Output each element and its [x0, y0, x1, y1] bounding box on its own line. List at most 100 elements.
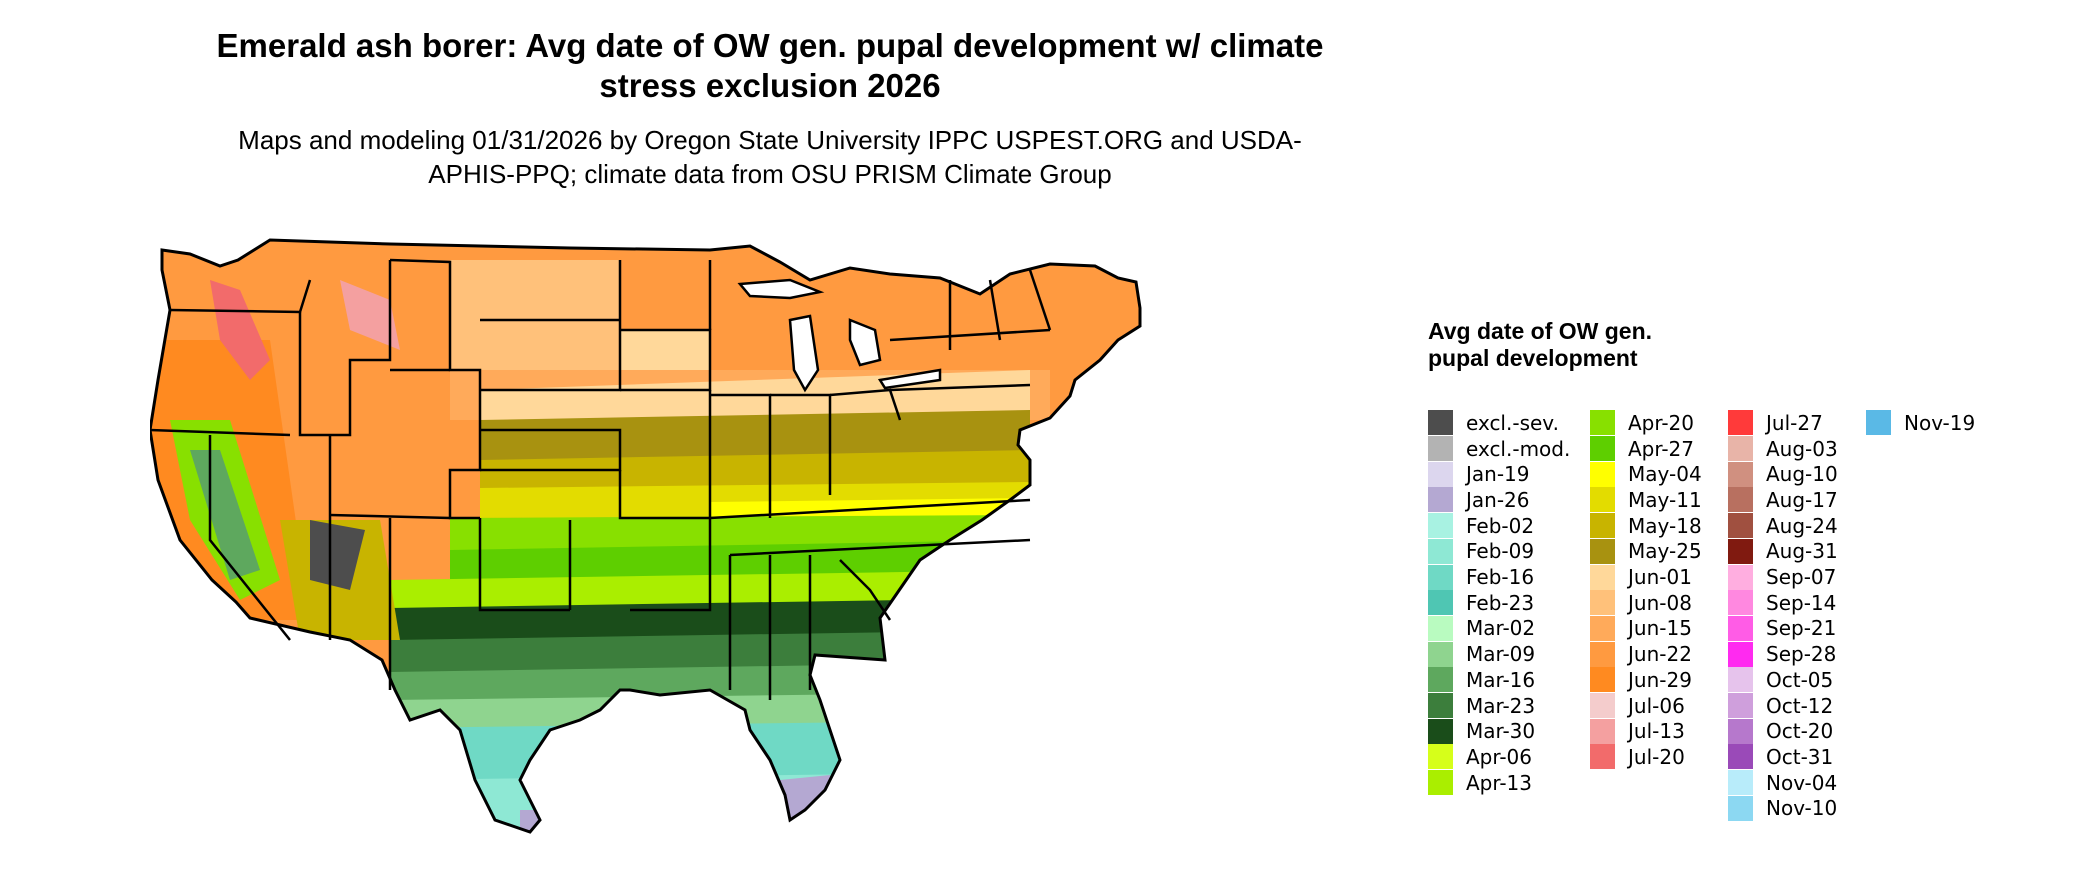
- legend-label: Oct-20: [1766, 719, 1834, 744]
- legend-item: Jun-22: [1590, 641, 1692, 667]
- legend-swatch: [1428, 564, 1453, 590]
- legend-swatch: [1728, 538, 1753, 564]
- legend-item: Mar-02: [1428, 615, 1535, 642]
- legend-item: Jan-19: [1428, 461, 1530, 487]
- legend-label: May-11: [1628, 487, 1702, 512]
- legend-swatch: [1590, 693, 1615, 719]
- legend-swatch: [1590, 410, 1615, 436]
- legend-label: Apr-20: [1628, 410, 1694, 435]
- band-plains-jun08: [450, 260, 620, 370]
- legend-label: Feb-23: [1466, 590, 1535, 615]
- legend-item: Apr-13: [1428, 770, 1532, 796]
- legend-label: Nov-19: [1904, 410, 1976, 435]
- legend-label: Jul-27: [1766, 410, 1823, 435]
- legend-swatch: [1728, 487, 1753, 513]
- legend-item: Mar-30: [1428, 718, 1535, 744]
- legend: excl.-sev. excl.-mod. Jan-19 Jan-26 Feb-02 Fe…: [1428, 410, 2088, 821]
- legend-swatch: [1428, 436, 1453, 462]
- legend-label: Jun-22: [1628, 642, 1692, 667]
- map-title: Emerald ash borer: Avg date of OW gen. p…: [216, 27, 1324, 104]
- legend-swatch: [1728, 795, 1753, 821]
- band-feb09: [390, 772, 1030, 832]
- legend-item: May-04: [1590, 461, 1702, 487]
- legend-item: Feb-23: [1428, 590, 1534, 616]
- band-central-valley: [190, 450, 260, 580]
- legend-item: Oct-12: [1728, 693, 1833, 719]
- state-borders: [150, 258, 1052, 700]
- legend-label: Jul-20: [1628, 744, 1685, 769]
- legend-item: Sep-21: [1728, 615, 1837, 642]
- band-mountains-jul20: [210, 280, 270, 380]
- legend-swatch: [1590, 615, 1615, 641]
- legend-label: Mar-09: [1466, 642, 1536, 667]
- legend-label: Apr-06: [1466, 744, 1532, 769]
- legend-item: Oct-31: [1728, 744, 1833, 770]
- legend-swatch: [1428, 641, 1453, 667]
- legend-item: Feb-16: [1428, 564, 1534, 590]
- date-bands: [150, 240, 1140, 832]
- legend-label: Jul-06: [1628, 693, 1685, 718]
- legend-label: May-18: [1628, 513, 1702, 538]
- legend-item: Mar-23: [1428, 693, 1535, 719]
- legend-swatch: [1590, 718, 1615, 744]
- legend-item: Sep-14: [1728, 590, 1836, 616]
- legend-label: Apr-13: [1466, 770, 1532, 795]
- legend-label: Aug-17: [1766, 487, 1838, 512]
- great-lakes: [737, 278, 942, 393]
- band-texas-tip-jan26: [520, 810, 570, 832]
- legend-item: May-11: [1590, 487, 1702, 513]
- legend-swatch: [1728, 744, 1753, 770]
- legend-label: Sep-21: [1766, 616, 1837, 641]
- legend-swatch: [1428, 487, 1453, 513]
- legend-item: Feb-09: [1428, 538, 1535, 565]
- legend-swatch: [1728, 718, 1753, 744]
- legend-swatch: [1590, 487, 1615, 513]
- legend-item: Sep-28: [1728, 641, 1836, 667]
- legend-swatch: [1728, 564, 1753, 590]
- legend-swatch: [1590, 436, 1615, 462]
- legend-swatch: [1428, 538, 1453, 564]
- legend-swatch: [1728, 410, 1753, 436]
- legend-swatch: [1728, 615, 1753, 641]
- legend-swatch: [1428, 693, 1453, 719]
- legend-item: Jun-01: [1590, 564, 1692, 590]
- legend-label: Aug-03: [1766, 436, 1838, 461]
- legend-label: Feb-16: [1466, 565, 1535, 590]
- legend-swatch: [1728, 770, 1753, 796]
- legend-swatch: [1590, 667, 1615, 693]
- legend-item: Nov-04: [1728, 770, 1837, 796]
- legend-item: Jan-26: [1428, 487, 1530, 513]
- legend-item: Jun-08: [1590, 590, 1692, 616]
- legend-swatch: [1728, 461, 1753, 487]
- legend-swatch: [1590, 590, 1615, 616]
- legend-label: Oct-12: [1766, 693, 1834, 718]
- legend-label: Feb-09: [1466, 539, 1535, 564]
- legend-item: Jul-06: [1590, 693, 1685, 719]
- legend-label: Jun-15: [1628, 616, 1692, 641]
- legend-swatch: [1428, 461, 1453, 487]
- legend-item: Mar-16: [1428, 667, 1535, 693]
- legend-item: May-18: [1590, 513, 1702, 539]
- conus-map: [150, 238, 1142, 834]
- legend-item: Mar-09: [1428, 641, 1535, 667]
- legend-label: Aug-24: [1766, 513, 1838, 538]
- legend-title: Avg date of OW gen. pupal development: [1428, 318, 1653, 371]
- legend-item: Aug-10: [1728, 461, 1838, 487]
- legend-label: Jan-19: [1466, 462, 1530, 487]
- legend-label: Aug-10: [1766, 462, 1838, 487]
- legend-label: Oct-31: [1766, 744, 1834, 769]
- legend-item: Feb-02: [1428, 513, 1534, 539]
- legend-swatch: [1590, 641, 1615, 667]
- legend-swatch: [1590, 564, 1615, 590]
- legend-item: Oct-05: [1728, 667, 1833, 693]
- legend-item: excl.-mod.: [1428, 436, 1570, 462]
- legend-label: Mar-30: [1466, 719, 1536, 744]
- legend-swatch: [1428, 410, 1453, 436]
- legend-item: Aug-17: [1728, 487, 1838, 513]
- legend-label: Feb-02: [1466, 513, 1535, 538]
- legend-swatch: [1428, 590, 1453, 616]
- legend-label: Jun-29: [1628, 667, 1692, 692]
- legend-label: Sep-28: [1766, 642, 1837, 667]
- legend-item: Jun-15: [1590, 615, 1692, 642]
- legend-item: Aug-31: [1728, 538, 1838, 565]
